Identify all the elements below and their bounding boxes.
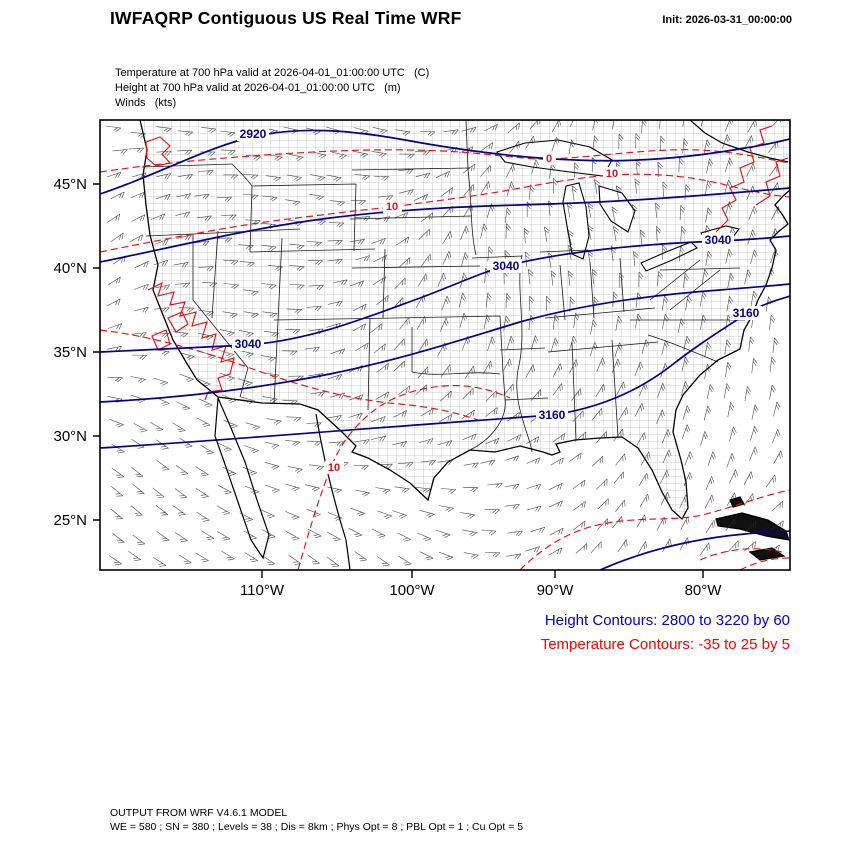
contour-label: 3160 bbox=[730, 306, 762, 320]
cuba-coastline bbox=[715, 512, 790, 541]
svg-text:3040: 3040 bbox=[235, 337, 262, 351]
lat-tick-30n: 30°N bbox=[53, 428, 87, 445]
svg-text:10: 10 bbox=[386, 201, 398, 213]
field-descriptions: Temperature at 700 hPa valid at 2026-04-… bbox=[115, 66, 429, 111]
model-footer: OUTPUT FROM WRF V4.6.1 MODEL WE = 580 ; … bbox=[110, 806, 523, 834]
contour-label: 3040 bbox=[232, 337, 264, 351]
contour-label: 2920 bbox=[237, 127, 269, 141]
svg-text:3160: 3160 bbox=[733, 306, 760, 320]
neighboring-coastlines bbox=[214, 120, 790, 570]
lon-tick-80w: 80°W bbox=[685, 582, 723, 599]
state-borders bbox=[141, 120, 745, 453]
contour-label: 10 bbox=[325, 461, 344, 474]
lon-tick-110w: 110°W bbox=[240, 582, 285, 599]
canada-coastline bbox=[689, 120, 789, 163]
lon-tick-90w: 90°W bbox=[537, 582, 575, 599]
lat-tick-25n: 25°N bbox=[53, 512, 87, 529]
lat-axis-labels: 45°N 40°N 35°N 30°N 25°N bbox=[53, 176, 87, 529]
lat-tick-45n: 45°N bbox=[53, 176, 87, 193]
init-timestamp: Init: 2026-03-31_00:00:00 bbox=[662, 14, 792, 26]
height-contour-labels: 2920 3040 3040 3040 3160 3160 bbox=[232, 127, 762, 422]
footer-model-config: WE = 580 ; SN = 380 ; Levels = 38 ; Dis … bbox=[110, 821, 524, 833]
svg-text:10: 10 bbox=[328, 462, 340, 474]
svg-text:10: 10 bbox=[606, 168, 618, 180]
svg-text:3160: 3160 bbox=[539, 408, 566, 422]
lon-tick-100w: 100°W bbox=[389, 582, 435, 599]
wind-barbs bbox=[105, 120, 784, 567]
us-border bbox=[139, 120, 790, 521]
contour-label: 0 bbox=[543, 152, 556, 165]
us-landmass bbox=[139, 120, 790, 521]
baja-california-coastline bbox=[214, 397, 270, 560]
lake-huron bbox=[598, 185, 636, 233]
footer-model-version: OUTPUT FROM WRF V4.6.1 MODEL bbox=[110, 807, 288, 819]
lat-tick-40n: 40°N bbox=[53, 260, 87, 277]
svg-text:3040: 3040 bbox=[705, 233, 732, 247]
subtitle-height: Height at 700 hPa valid at 2026-04-01_01… bbox=[115, 82, 401, 94]
page-title: IWFAQRP Contiguous US Real Time WRF bbox=[110, 8, 462, 28]
lon-axis-labels: 110°W 100°W 90°W 80°W bbox=[240, 582, 722, 599]
subtitle-temperature: Temperature at 700 hPa valid at 2026-04-… bbox=[115, 67, 430, 79]
temperature-contour-labels: 0 10 10 10 bbox=[325, 152, 622, 474]
legend-temperature-contours: Temperature Contours: -35 to 25 by 5 bbox=[540, 636, 790, 653]
legend-height-contours: Height Contours: 2800 to 3220 by 60 bbox=[544, 612, 790, 629]
subtitle-winds: Winds (kts) bbox=[115, 97, 177, 109]
lat-tick-35n: 35°N bbox=[53, 344, 87, 361]
map-frame bbox=[99, 119, 791, 571]
axis-ticks bbox=[93, 183, 704, 578]
mexico-mainland-coastline bbox=[315, 413, 351, 570]
svg-text:2920: 2920 bbox=[240, 127, 267, 141]
contour-legend: Height Contours: 2800 to 3220 by 60 Temp… bbox=[541, 612, 790, 653]
svg-text:3040: 3040 bbox=[493, 259, 520, 273]
contour-label: 3160 bbox=[536, 408, 568, 422]
contour-label: 10 bbox=[603, 167, 622, 180]
contour-label: 3040 bbox=[702, 233, 734, 247]
contour-label: 3040 bbox=[490, 259, 522, 273]
temperature-contours bbox=[100, 125, 790, 570]
svg-text:0: 0 bbox=[546, 153, 552, 165]
contour-label: 10 bbox=[383, 200, 402, 213]
